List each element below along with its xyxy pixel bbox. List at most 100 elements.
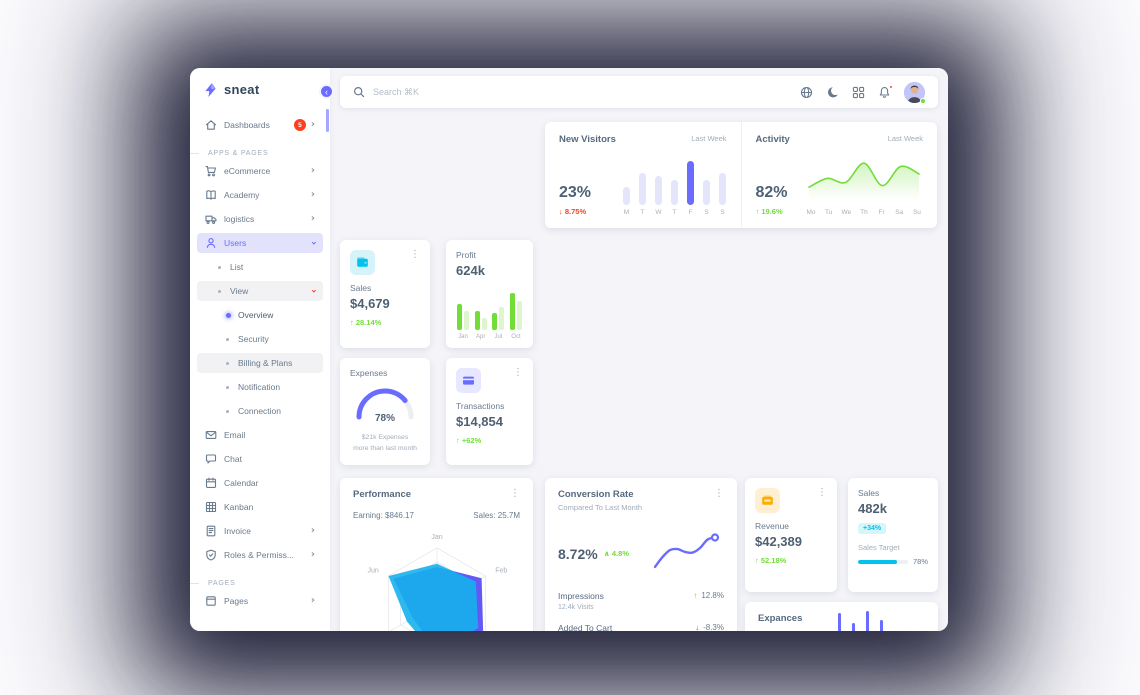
sales-target-percent: 78% bbox=[912, 557, 928, 566]
sidebar-item-roles-permiss[interactable]: Roles & Permiss... › bbox=[197, 545, 323, 565]
item-label: Notification bbox=[238, 382, 281, 392]
item-label: Dashboards bbox=[224, 120, 270, 130]
main-content: New Visitors Last Week 23% ↓ 8.75% MTWTF… bbox=[330, 68, 948, 631]
sidebar-item-view[interactable]: View › bbox=[197, 281, 323, 301]
activity-panel: Activity Last Week 82% ↑ 19.6% Mo Tu We Th F… bbox=[740, 122, 938, 228]
chevron-right-icon: › bbox=[310, 213, 315, 224]
up-arrow-icon: ↑ bbox=[456, 436, 460, 445]
item-label: logistics bbox=[224, 214, 255, 224]
menu-section-apps-pages: APPS & PAGES bbox=[190, 150, 323, 157]
calendar-icon bbox=[205, 477, 217, 489]
sidebar-item-email[interactable]: Email bbox=[197, 425, 323, 445]
revenue-card: ⋮ Revenue $42,389 ↑ 52.18% bbox=[745, 478, 837, 592]
item-label: Security bbox=[238, 334, 269, 344]
moon-icon[interactable] bbox=[826, 86, 839, 99]
expenses-label: Expenses bbox=[350, 368, 388, 378]
wallet-icon bbox=[755, 488, 780, 513]
section-label: PAGES bbox=[208, 580, 236, 587]
sidebar-item-pages[interactable]: Pages › bbox=[197, 591, 323, 611]
wallet-icon bbox=[350, 250, 375, 275]
up-arrow-icon: ↑ bbox=[755, 556, 759, 565]
sidebar-item-list[interactable]: List bbox=[197, 257, 323, 277]
kanban-icon bbox=[205, 501, 217, 513]
new-visitors-title: New Visitors bbox=[559, 134, 616, 145]
activity-line-chart: Mo Tu We Th Fr Sa Su bbox=[805, 150, 923, 216]
globe-icon[interactable] bbox=[800, 86, 813, 99]
up-arrow-icon: ↑ bbox=[350, 318, 354, 327]
sidebar-item-dashboards[interactable]: Dashboards 5 › bbox=[197, 115, 323, 135]
cart-icon bbox=[205, 165, 217, 177]
sidebar-scrollbar-thumb[interactable] bbox=[326, 109, 329, 132]
grid-icon[interactable] bbox=[852, 86, 865, 99]
sales-target-progressbar bbox=[858, 559, 908, 564]
item-label: Pages bbox=[224, 596, 249, 606]
activity-delta: ↑ 19.6% bbox=[755, 207, 783, 216]
added-to-cart-row: Added To Cart 32 Product in cart ↓ -8.3% bbox=[558, 623, 724, 631]
performance-radar-chart: JanFebMarAprMayJun bbox=[353, 522, 520, 631]
sidebar-item-overview[interactable]: Overview bbox=[197, 305, 323, 325]
sidebar-item-calendar[interactable]: Calendar bbox=[197, 473, 323, 493]
svg-text:Jun: Jun bbox=[367, 567, 378, 574]
sidebar-item-users[interactable]: Users › bbox=[197, 233, 323, 253]
sidebar-item-ecommerce[interactable]: eCommerce › bbox=[197, 161, 323, 181]
caret-up-icon: ∧ bbox=[603, 549, 610, 558]
sneat-logo-icon bbox=[205, 82, 216, 97]
up-arrow-icon: ↑ bbox=[693, 591, 698, 600]
menu-section-pages: PAGES bbox=[190, 580, 323, 587]
activity-value: 82% bbox=[755, 184, 788, 201]
more-options-icon[interactable]: ⋮ bbox=[817, 487, 827, 498]
chevron-right-icon: › bbox=[310, 165, 315, 176]
section-label: APPS & PAGES bbox=[208, 150, 269, 157]
sidebar-item-billing-plans[interactable]: Billing & Plans bbox=[197, 353, 323, 373]
sidebar-item-notification[interactable]: Notification bbox=[197, 377, 323, 397]
growth-badge: +34% bbox=[858, 523, 887, 534]
sales-delta: ↑ 28.14% bbox=[350, 318, 382, 327]
mail-icon bbox=[205, 429, 217, 441]
avatar[interactable] bbox=[904, 81, 926, 104]
item-label: Email bbox=[224, 430, 246, 440]
transactions-label: Transactions bbox=[456, 401, 505, 411]
chevron-down-icon: › bbox=[307, 240, 319, 246]
brand-name: sneat bbox=[224, 82, 260, 97]
pages-icon bbox=[205, 595, 217, 607]
chevron-right-icon: › bbox=[310, 189, 315, 200]
sales-target-card: Sales 482k +34% Sales Target 78% bbox=[848, 478, 938, 592]
item-label: Kanban bbox=[224, 502, 254, 512]
more-options-icon[interactable]: ⋮ bbox=[714, 488, 724, 499]
sidebar-item-academy[interactable]: Academy › bbox=[197, 185, 323, 205]
chat-icon bbox=[205, 453, 217, 465]
sidebar-item-logistics[interactable]: logistics › bbox=[197, 209, 323, 229]
bullet-dot-icon bbox=[218, 289, 221, 293]
sidebar-collapse-button[interactable]: ‹ bbox=[319, 84, 334, 99]
expenses-gauge-chart: 78% bbox=[350, 384, 420, 424]
more-options-icon[interactable]: ⋮ bbox=[510, 488, 520, 499]
bell-icon[interactable] bbox=[878, 84, 893, 99]
bullet-dot-icon bbox=[226, 337, 229, 341]
bullet-dot-icon bbox=[226, 385, 229, 389]
chevron-down-icon: › bbox=[307, 288, 319, 294]
item-label: List bbox=[230, 262, 244, 272]
brand[interactable]: sneat bbox=[190, 68, 330, 103]
sidebar-item-security[interactable]: Security bbox=[197, 329, 323, 349]
notification-dot bbox=[889, 84, 893, 89]
sidebar-item-kanban[interactable]: Kanban bbox=[197, 497, 323, 517]
item-label: Calendar bbox=[224, 478, 259, 488]
more-options-icon[interactable]: ⋮ bbox=[410, 249, 420, 260]
sidebar-item-invoice[interactable]: Invoice › bbox=[197, 521, 323, 541]
home-icon bbox=[205, 119, 217, 131]
search-input[interactable] bbox=[373, 87, 792, 97]
section-divider bbox=[190, 153, 199, 154]
item-label: Billing & Plans bbox=[238, 358, 293, 368]
sidebar-item-chat[interactable]: Chat bbox=[197, 449, 323, 469]
bullet-dot-icon bbox=[226, 409, 229, 413]
transactions-value: $14,854 bbox=[456, 414, 503, 429]
topbar-icons bbox=[800, 81, 926, 104]
app-window: sneat Dashboards 5 › APPS & PAGES eCommerce ›… bbox=[190, 68, 948, 631]
sidebar-item-connection[interactable]: Connection bbox=[197, 401, 323, 421]
revenue-label: Revenue bbox=[755, 521, 790, 531]
more-options-icon[interactable]: ⋮ bbox=[513, 367, 523, 378]
sales-target-label: Sales bbox=[858, 488, 880, 498]
activity-period: Last Week bbox=[887, 134, 923, 143]
